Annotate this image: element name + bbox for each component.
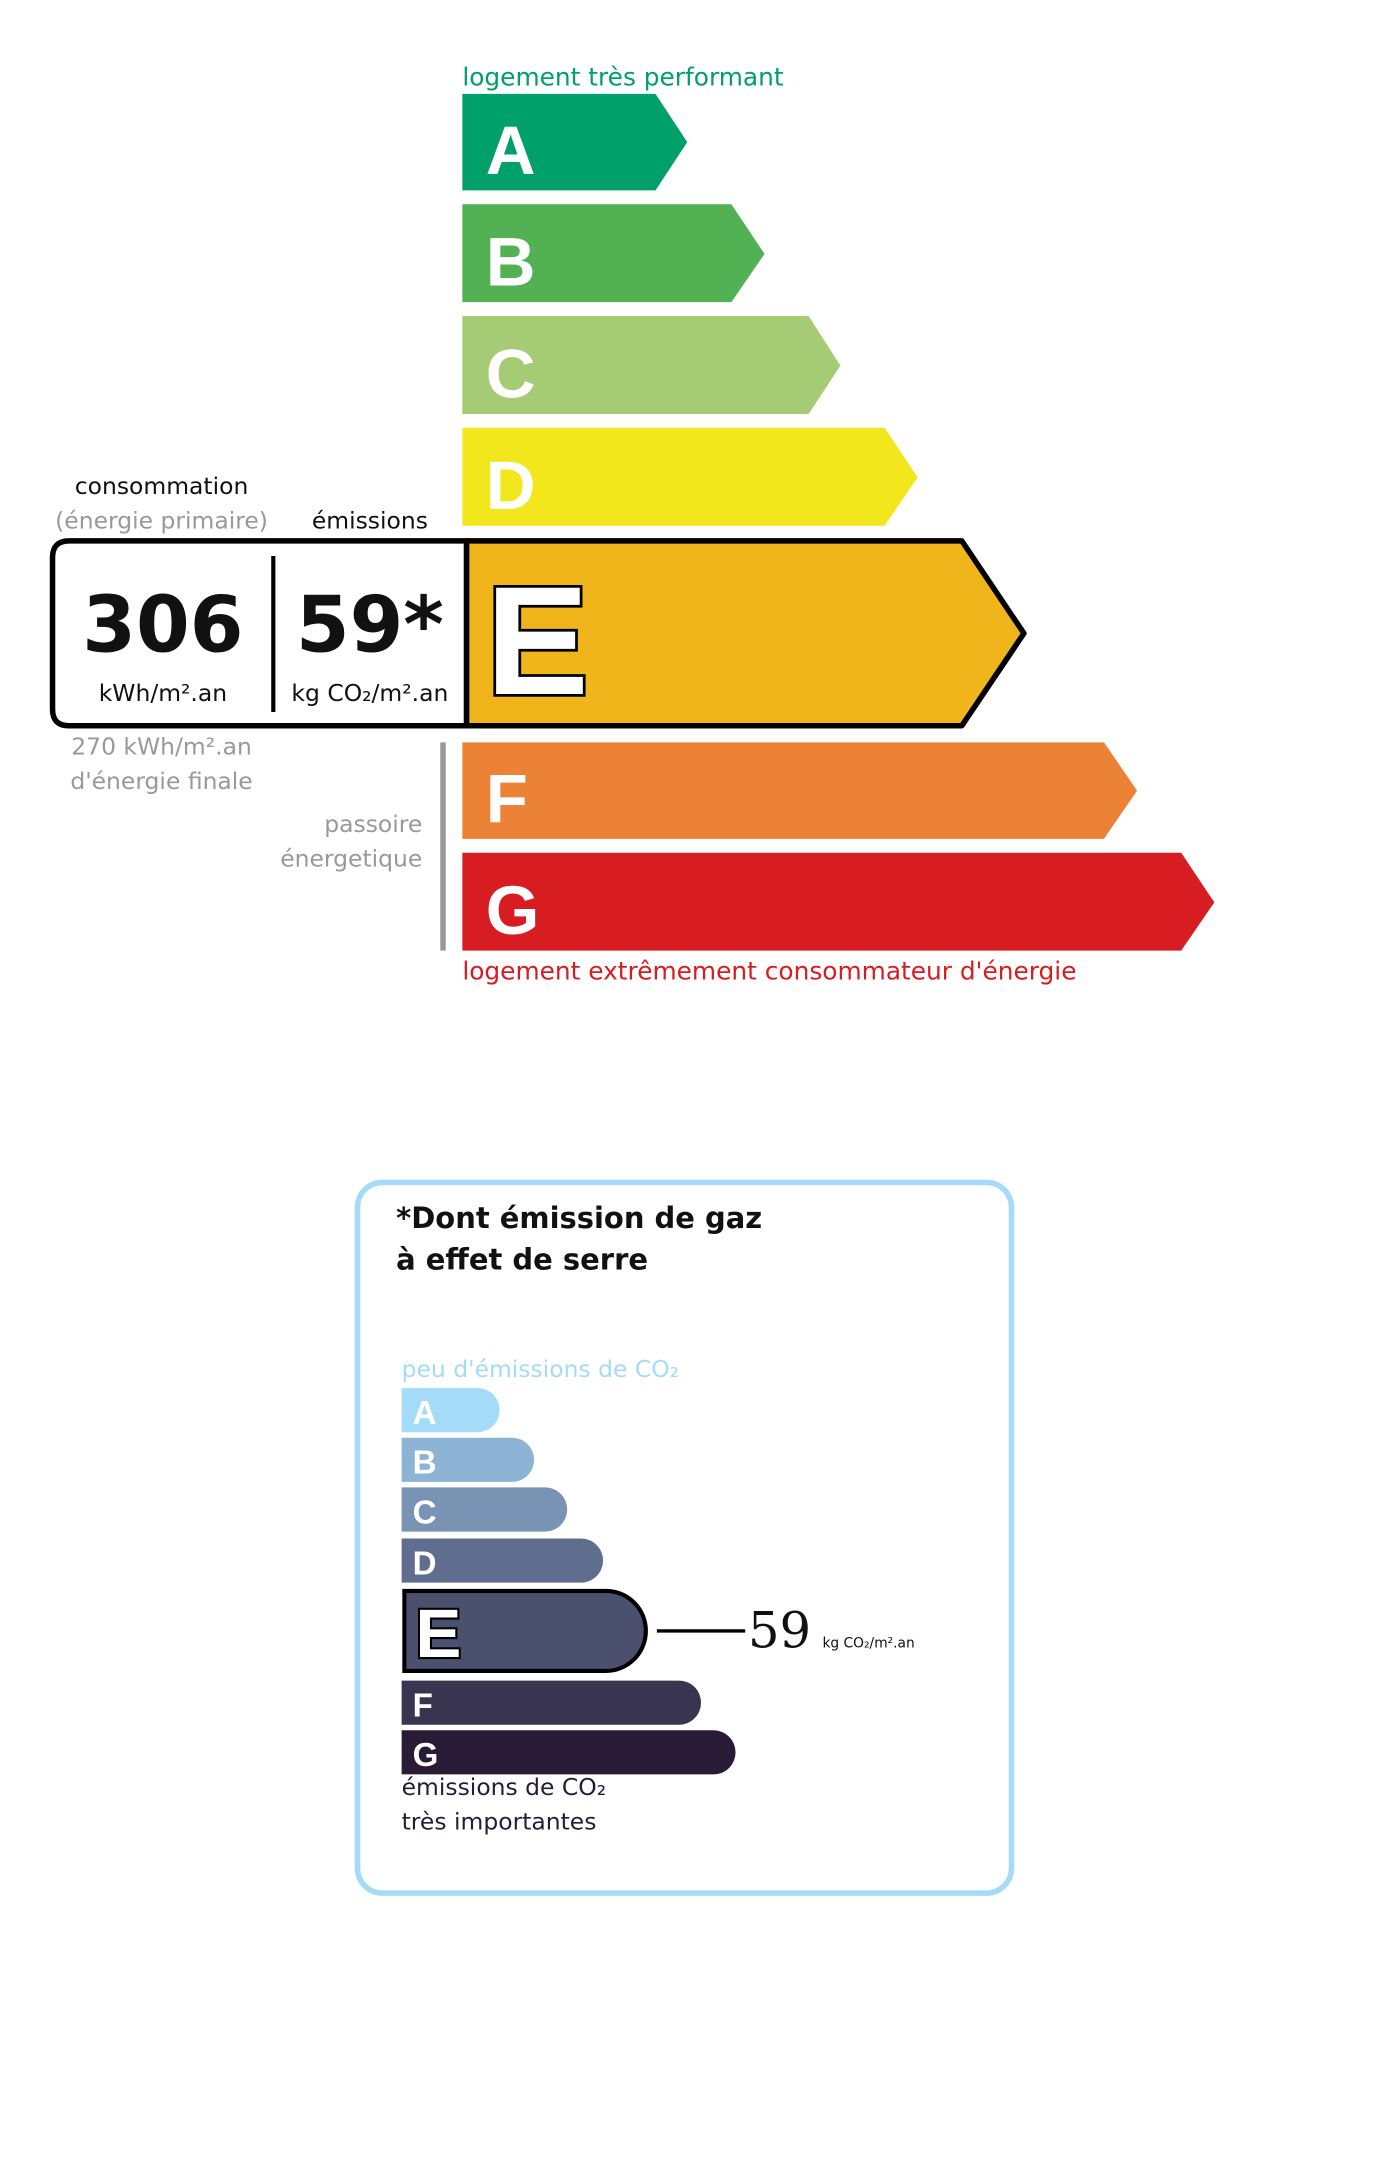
passoire-label-2: énergetique [280, 845, 422, 873]
svg-text:B: B [413, 1445, 437, 1482]
ghg-class-a: A [401, 1388, 500, 1433]
passoire-label-1: passoire [324, 810, 422, 838]
energy-current-class-e: E 306 kWh/m².an 59* kg CO₂/m².an [49, 538, 1027, 730]
energy-class-a: A [462, 93, 688, 191]
svg-text:B: B [486, 224, 536, 301]
emissions-unit: kg CO₂/m².an [291, 679, 448, 707]
ghg-class-f: F [401, 1680, 702, 1725]
ghg-bottom-label-2: très importantes [402, 1808, 597, 1836]
svg-text:A: A [413, 1395, 437, 1432]
emissions-value: 59* [296, 580, 444, 670]
energy-class-b: B [462, 204, 765, 303]
consumption-value: 306 [82, 580, 243, 670]
energy-class-c: C [462, 315, 841, 414]
energy-top-label: logement très performant [462, 63, 784, 92]
svg-text:F: F [486, 760, 528, 837]
ghg-current-class-e: E [402, 1588, 648, 1674]
svg-text:F: F [413, 1687, 433, 1724]
ghg-class-d: D [401, 1538, 604, 1583]
current-class-letter: E [486, 554, 589, 727]
ghg-class-b: B [401, 1437, 535, 1482]
svg-text:C: C [413, 1494, 437, 1531]
consumption-subtitle: (énergie primaire) [55, 506, 268, 534]
final-energy-label: d'énergie finale [70, 767, 252, 795]
energy-bottom-label: logement extrêmement consommateur d'éner… [462, 957, 1076, 986]
emissions-title: émissions [312, 506, 428, 534]
ghg-unit: kg CO₂/m².an [822, 1635, 914, 1651]
svg-text:G: G [413, 1737, 439, 1774]
svg-text:C: C [486, 335, 536, 412]
ghg-title-2: à effet de serre [396, 1242, 648, 1276]
energy-class-g: G [462, 852, 1215, 951]
ghg-bottom-label-1: émissions de CO₂ [402, 1773, 607, 1801]
ghg-class-c: C [401, 1487, 568, 1532]
ghg-class-g: G [401, 1730, 736, 1775]
svg-text:D: D [413, 1545, 437, 1582]
consumption-title: consommation [75, 472, 249, 500]
ghg-title-1: *Dont émission de gaz [396, 1201, 762, 1235]
ghg-value: 59 [748, 1601, 811, 1659]
svg-text:A: A [486, 112, 536, 189]
svg-text:E: E [415, 1595, 461, 1672]
svg-text:G: G [486, 872, 540, 949]
energy-class-d: D [462, 427, 918, 526]
consumption-unit: kWh/m².an [99, 679, 227, 707]
final-energy-value: 270 kWh/m².an [71, 733, 252, 761]
ghg-top-label: peu d'émissions de CO₂ [402, 1355, 679, 1383]
energy-class-f: F [462, 742, 1138, 839]
svg-text:D: D [486, 447, 536, 524]
